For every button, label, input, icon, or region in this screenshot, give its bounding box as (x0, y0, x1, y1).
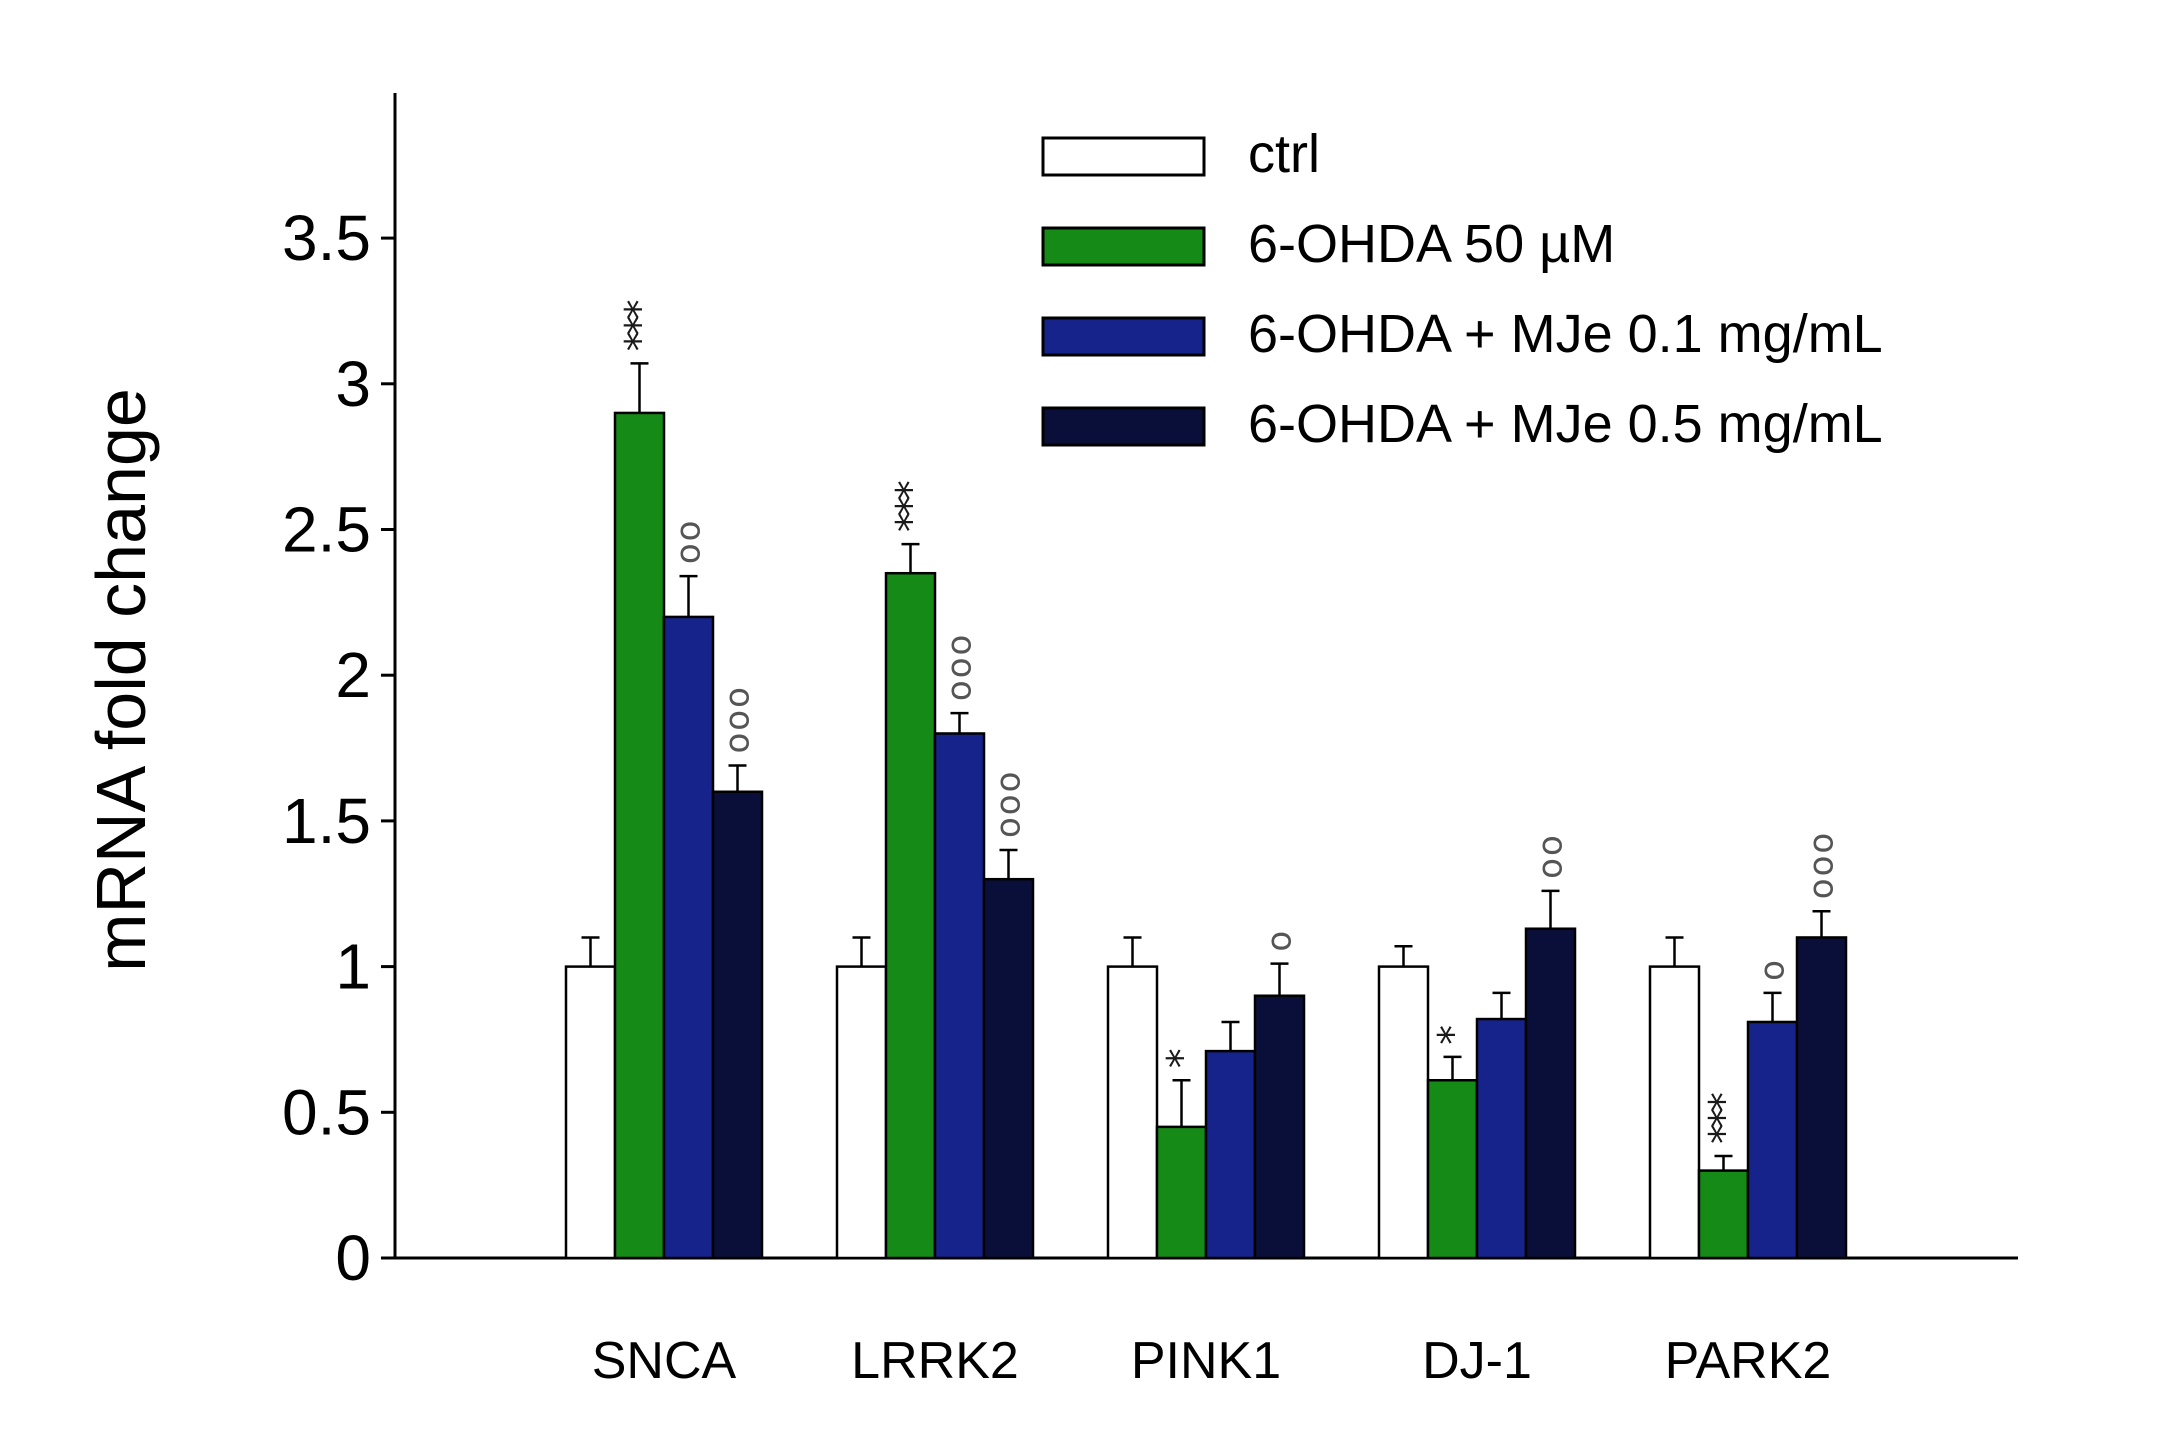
legend: ctrl 6-OHDA 50 µM 6-OHDA + MJe 0.1 mg/mL 6-… (1041, 124, 1883, 454)
significance-circles: ooo (989, 770, 1029, 838)
legend-label-4: 6-OHDA + MJe 0.5 mg/mL (1248, 394, 1883, 454)
significance-circles: o (1753, 958, 1793, 981)
legend-swatch-2 (1041, 226, 1206, 267)
bar-lrrk2-series-1 (835, 965, 888, 1260)
significance-circles: ooo (940, 633, 980, 701)
significance-circles: ooo (1802, 831, 1842, 899)
significance-circles: ooo (718, 685, 758, 753)
bar-park2-series-4 (1795, 936, 1848, 1260)
bar-park2-series-1 (1648, 965, 1701, 1260)
category-label-park2: PARK2 (1665, 1332, 1832, 1390)
bar-lrrk2-series-3 (933, 732, 986, 1260)
category-label-snca: SNCA (592, 1332, 737, 1390)
bar-dj-1-series-1 (1377, 965, 1430, 1260)
legend-swatch-4 (1041, 406, 1206, 447)
significance-stars: *** (889, 481, 935, 532)
significance-stars: * (1431, 1026, 1477, 1045)
bar-pink1-series-3 (1204, 1049, 1257, 1260)
significance-circles: oo (669, 519, 709, 565)
y-tick-label: 0.5 (282, 1076, 371, 1148)
legend-label-2: 6-OHDA 50 µM (1248, 214, 1615, 274)
category-label-dj-1: DJ-1 (1422, 1332, 1532, 1390)
legend-label-1: ctrl (1248, 124, 1320, 184)
y-tick-label: 1.5 (282, 785, 371, 857)
significance-stars: * (1160, 1049, 1206, 1068)
significance-stars: *** (1702, 1093, 1748, 1144)
bar-pink1-series-2 (1155, 1125, 1208, 1260)
bar-dj-1-series-3 (1475, 1017, 1528, 1260)
bar-park2-series-2 (1697, 1169, 1750, 1260)
bar-pink1-series-1 (1106, 965, 1159, 1260)
bar-snca-series-3 (662, 615, 715, 1260)
y-tick-label: 2.5 (282, 494, 371, 566)
bar-pink1-series-4 (1253, 994, 1306, 1260)
bar-dj-1-series-2 (1426, 1078, 1479, 1260)
y-axis-ticks: 0 0.5 1 1.5 2 2.5 3 3.5 (282, 202, 395, 1294)
significance-circles: o (1260, 929, 1300, 952)
legend-swatch-3 (1041, 316, 1206, 357)
category-label-pink1: PINK1 (1131, 1332, 1281, 1390)
y-tick-label: 1 (335, 931, 371, 1003)
y-tick-label: 3 (335, 348, 371, 420)
significance-stars: *** (618, 300, 664, 351)
category-labels: SNCA LRRK2 PINK1 DJ-1 PARK2 (592, 1332, 1832, 1390)
category-label-lrrk2: LRRK2 (851, 1332, 1019, 1390)
significance-circles: oo (1531, 833, 1571, 879)
bar-dj-1-series-4 (1524, 927, 1577, 1260)
legend-label-3: 6-OHDA + MJe 0.1 mg/mL (1248, 304, 1883, 364)
bar-lrrk2-series-4 (982, 877, 1035, 1260)
bar-lrrk2-series-2 (884, 571, 937, 1260)
bar-snca-series-4 (711, 790, 764, 1260)
y-tick-label: 3.5 (282, 202, 371, 274)
y-axis-title: mRNA fold change (82, 388, 160, 972)
bar-snca-series-1 (564, 965, 617, 1260)
bar-snca-series-2 (613, 411, 666, 1260)
y-tick-label: 0 (335, 1222, 371, 1294)
legend-swatch-1 (1041, 136, 1206, 177)
bar-park2-series-3 (1746, 1020, 1799, 1260)
y-tick-label: 2 (335, 639, 371, 711)
